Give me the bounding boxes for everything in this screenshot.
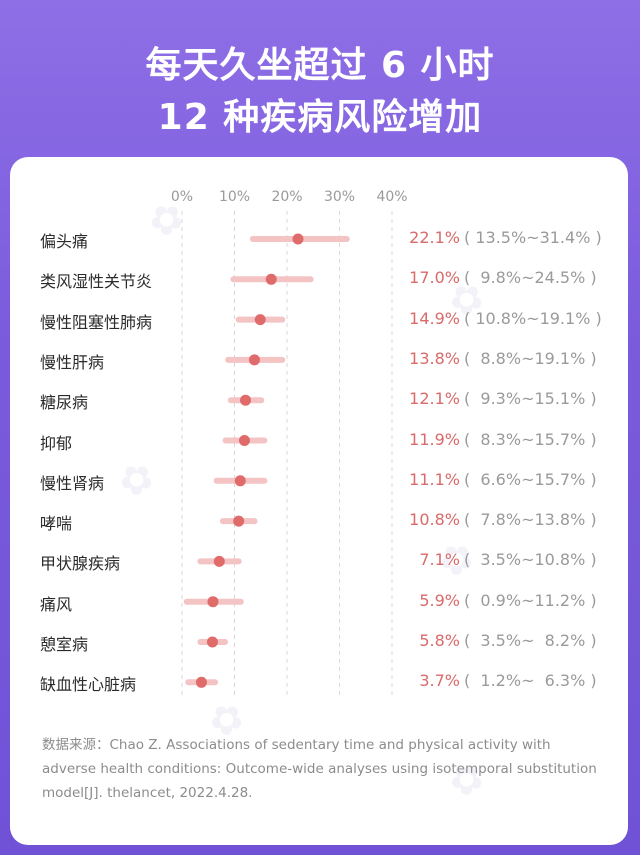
disease-label: 哮喘 [40, 514, 73, 534]
page-title-line1: 每天久坐超过 6 小时 [145, 45, 495, 86]
x-tick-label: 10% [219, 189, 250, 205]
interval-range: ( 8.8%~19.1% ) [464, 348, 597, 368]
point-estimate [248, 354, 260, 366]
point-estimate [238, 435, 250, 446]
interval-range: ( 6.6%~15.7% ) [464, 469, 597, 489]
disease-label: 憩室病 [40, 635, 89, 654]
chart-card: ✿ ✿ ✿ ✿ ✿ ✿ 0% 10% 20% 30% 40% 偏头痛 22.1%( 13.… [10, 157, 628, 845]
estimate-value: 17.0% [409, 268, 460, 288]
estimate-value: 10.8% [409, 510, 460, 530]
estimate-value: 22.1% [409, 228, 460, 247]
estimate-value: 5.9% [419, 590, 460, 610]
data-source-note: 数据来源：Chao Z. Associations of sedentary t… [42, 737, 597, 801]
disease-label: 偏头痛 [40, 232, 89, 251]
point-estimate [292, 233, 304, 245]
disease-label: 缺血性心脏病 [40, 675, 137, 695]
point-estimate [206, 636, 218, 648]
estimate-value: 14.9% [409, 308, 460, 328]
interval-range: ( 3.5%~ 8.2% ) [464, 631, 597, 650]
disease-label: 甲状腺疾病 [40, 554, 121, 574]
estimate-value: 11.1% [409, 469, 460, 489]
disease-label: 痛风 [40, 594, 73, 614]
interval-range: ( 9.3%~15.1% ) [464, 389, 597, 409]
point-estimate [195, 676, 207, 688]
interval-range: ( 8.3%~15.7% ) [464, 429, 597, 449]
interval-range: ( 13.5%~31.4% ) [464, 228, 602, 247]
disease-label: 糖尿病 [40, 393, 89, 413]
x-tick-label: 40% [376, 189, 407, 205]
interval-range: ( 10.8%~19.1% ) [464, 308, 602, 328]
page-title-line2: 12 种疾病风险增加 [157, 97, 483, 138]
interval-range: ( 1.2%~ 6.3% ) [464, 671, 597, 691]
point-estimate [213, 555, 225, 567]
forest-plot: 0% 10% 20% 30% 40% [171, 189, 408, 699]
disease-label: 慢性肾病 [40, 473, 105, 493]
interval-range: ( 0.9%~11.2% ) [464, 590, 597, 610]
point-estimate [240, 394, 252, 406]
disease-label: 慢性肝病 [40, 352, 105, 372]
point-estimate [234, 475, 246, 487]
x-tick-label: 20% [271, 189, 302, 205]
estimate-value: 3.7% [419, 671, 460, 691]
interval-range: ( 9.8%~24.5% ) [464, 268, 597, 288]
estimate-value: 12.1% [409, 389, 460, 409]
x-tick-label: 30% [324, 189, 355, 205]
estimate-value: 5.8% [419, 631, 460, 650]
x-tick-label: 0% [171, 189, 193, 205]
interval-range: ( 7.8%~13.8% ) [464, 510, 597, 530]
disease-label: 抑郁 [40, 433, 73, 453]
interval-range: ( 3.5%~10.8% ) [464, 550, 597, 570]
point-estimate [233, 515, 245, 527]
estimate-value: 13.8% [409, 348, 460, 368]
point-estimate [254, 314, 266, 326]
point-estimate [207, 596, 219, 608]
disease-label: 慢性阻塞性肺病 [40, 312, 153, 332]
estimate-value: 7.1% [419, 550, 460, 570]
disease-label: 类风湿性关节炎 [40, 272, 153, 292]
point-estimate [265, 273, 277, 285]
estimate-value: 11.9% [409, 429, 460, 449]
